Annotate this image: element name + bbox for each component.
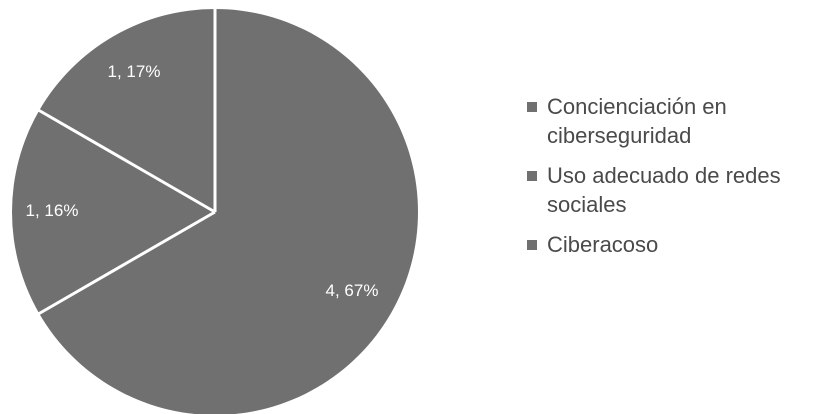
slice-separator	[36, 108, 216, 214]
pie-slices	[11, 9, 418, 414]
legend-label: Uso adecuado de redes sociales	[547, 163, 781, 217]
legend-item-concienciacion: Concienciación en ciberseguridad	[527, 92, 812, 150]
legend-label: Ciberacoso	[547, 232, 659, 257]
legend-swatch	[527, 240, 537, 250]
legend: Concienciación en ciberseguridad Uso ade…	[527, 92, 812, 270]
legend-swatch	[527, 102, 537, 112]
legend-item-redes-sociales: Uso adecuado de redes sociales	[527, 161, 812, 219]
slice-data-label: 1, 17%	[108, 62, 161, 81]
slice-data-label: 1, 16%	[26, 201, 79, 220]
slice-separator	[36, 210, 216, 316]
slice-labels: 4, 67% 1, 16% 1, 17%	[26, 62, 379, 300]
legend-label: Concienciación en ciberseguridad	[547, 94, 727, 148]
legend-swatch	[527, 171, 537, 181]
pie-slice	[39, 9, 418, 414]
legend-item-ciberacoso: Ciberacoso	[527, 230, 812, 259]
slice-data-label: 4, 67%	[326, 281, 379, 300]
slice-separators	[36, 7, 217, 316]
pie-slice	[11, 110, 216, 314]
pie-slice	[39, 9, 216, 212]
